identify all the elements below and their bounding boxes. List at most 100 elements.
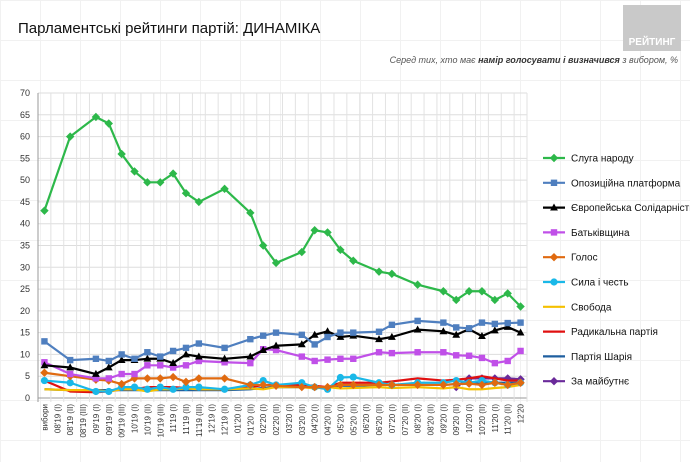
data-point	[66, 363, 75, 371]
y-tick-label: 15	[20, 328, 30, 338]
x-tick-label: 09'19 (I)	[92, 404, 101, 433]
data-point	[221, 344, 228, 352]
x-tick-label: 03'20 (II)	[298, 404, 307, 436]
data-point	[310, 226, 319, 235]
y-tick-label: 65	[20, 110, 30, 120]
y-tick-label: 50	[20, 175, 30, 185]
data-point	[258, 241, 268, 250]
data-point	[387, 380, 397, 390]
data-point	[246, 352, 255, 360]
data-point	[517, 319, 524, 326]
data-point	[92, 369, 100, 377]
data-point	[259, 376, 267, 385]
data-point	[516, 302, 525, 311]
data-point	[517, 347, 524, 355]
data-point	[516, 378, 525, 387]
x-tick-label: 11'19 (II)	[182, 404, 191, 435]
data-point	[374, 380, 384, 390]
data-point	[464, 379, 474, 388]
data-point	[375, 335, 383, 343]
data-point	[452, 379, 461, 389]
data-point	[143, 178, 152, 187]
x-tick-label: 10'19 (I)	[131, 404, 140, 433]
x-tick-label: 08'19 (I)	[53, 404, 62, 433]
data-point	[413, 380, 422, 390]
y-tick-label: 55	[20, 153, 30, 163]
legend-label: Батьківщина	[571, 228, 630, 239]
data-point	[272, 341, 280, 349]
y-tick-label: 30	[20, 262, 30, 272]
y-tick-label: 35	[20, 241, 30, 251]
data-point	[453, 324, 460, 331]
x-tick-label: 11'20 (I)	[491, 404, 500, 433]
x-tick-label: 08'20 (I)	[414, 404, 423, 433]
data-point	[323, 382, 332, 392]
data-point	[503, 322, 512, 330]
data-point	[156, 178, 165, 187]
data-point	[298, 331, 306, 339]
x-tick-label: 01'20 (I)	[233, 404, 242, 433]
x-tick-label: 10'20 (I)	[465, 404, 474, 433]
y-tick-label: 10	[20, 349, 30, 359]
data-point	[349, 256, 358, 265]
data-point	[65, 132, 75, 141]
data-point	[118, 370, 125, 378]
data-point	[144, 349, 151, 356]
chart-title: Парламентські рейтинги партій: ДИНАМІКА	[18, 20, 321, 37]
legend-label: Сила і честь	[571, 278, 629, 289]
data-point	[220, 354, 229, 362]
data-point	[336, 380, 345, 390]
data-point	[272, 346, 280, 354]
data-point	[440, 349, 447, 356]
data-point	[478, 319, 486, 326]
x-tick-label: 07'20 (I)	[388, 404, 397, 433]
data-point	[157, 353, 164, 360]
y-tick-label: 25	[20, 284, 30, 294]
data-point	[310, 330, 319, 338]
x-tick-label: 08'19 (II)	[66, 404, 75, 436]
data-point	[388, 321, 396, 328]
x-tick-label: 09'20 (I)	[439, 404, 448, 433]
x-tick-label: вибори	[40, 404, 49, 431]
data-point	[92, 387, 100, 396]
data-point	[92, 355, 100, 362]
data-point	[452, 330, 461, 338]
y-tick-label: 60	[20, 132, 30, 142]
x-tick-label: 03'20 (I)	[285, 404, 294, 433]
data-point	[414, 317, 421, 325]
data-point	[324, 333, 331, 341]
data-point	[220, 184, 229, 194]
data-point	[157, 362, 164, 369]
data-point	[169, 347, 177, 355]
data-point	[117, 149, 126, 159]
data-point	[131, 355, 138, 362]
data-point	[259, 332, 267, 339]
data-point	[182, 362, 190, 369]
data-point	[323, 327, 332, 335]
data-point	[464, 287, 474, 296]
data-point	[477, 287, 487, 296]
data-point	[181, 377, 191, 387]
data-point	[271, 381, 281, 390]
data-point	[169, 385, 177, 393]
data-point	[41, 338, 48, 345]
legend-label: За майбутнє	[571, 376, 629, 388]
data-point	[40, 368, 49, 377]
rating-logo: РЕЙТИНГ	[623, 5, 681, 51]
data-point	[194, 352, 203, 360]
data-point	[388, 349, 396, 357]
data-point	[440, 319, 447, 326]
data-point	[105, 387, 113, 396]
data-point	[182, 344, 190, 352]
data-point	[247, 335, 254, 343]
data-point	[337, 329, 344, 336]
data-point	[490, 326, 499, 334]
data-point	[272, 329, 280, 336]
x-tick-label: 09'19 (III)	[118, 404, 127, 438]
legend-label: Партія Шарія	[571, 352, 632, 363]
x-tick-label: 02'20 (II)	[272, 404, 281, 436]
data-point	[439, 287, 448, 296]
x-tick-label: 07'20 (II)	[401, 404, 410, 436]
data-point	[504, 357, 511, 365]
data-point	[465, 352, 473, 359]
